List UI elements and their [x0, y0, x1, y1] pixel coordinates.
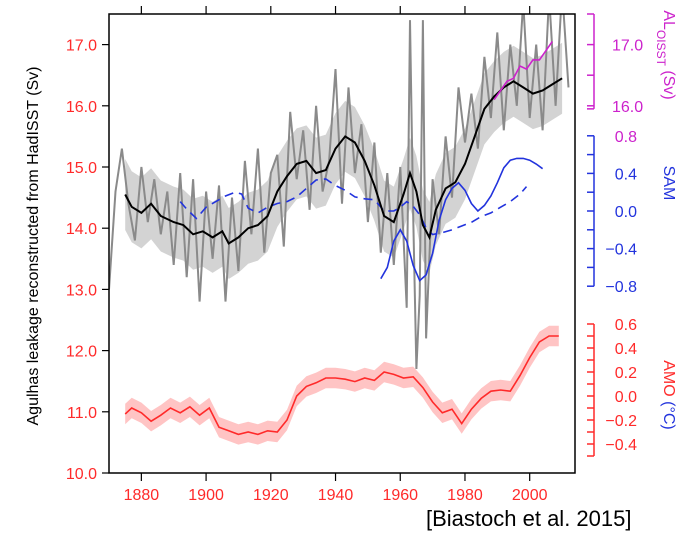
amo-title-unit: (°C)	[660, 397, 677, 430]
x-tick-label-1880: 1880	[124, 487, 160, 504]
y-left-tick-label-12.0: 12.0	[66, 344, 97, 361]
al-oisst-axis-title: ALOISST (Sv)	[654, 10, 677, 99]
y-left-tick-label-14.0: 14.0	[66, 221, 97, 238]
sam-tick-label-4: −0.8	[605, 279, 637, 296]
al-oisst-line	[493, 41, 553, 101]
x-tick-label-1920: 1920	[253, 487, 289, 504]
y-left-tick-label-10.0: 10.0	[66, 466, 97, 483]
amo-tick-label-4: −0.2	[605, 413, 637, 430]
amo-tick-label-3: 0.0	[615, 389, 637, 406]
sam-tick-label-2: 0.0	[615, 204, 637, 221]
sam-axis-title: SAM	[660, 166, 677, 201]
al-oisst-title-main: AL	[660, 10, 677, 30]
al-oisst-tick-label-0: 17.0	[612, 38, 643, 55]
al-oisst-title-sub: OISST	[654, 30, 668, 67]
citation: [Biastoch et al. 2015]	[426, 506, 632, 531]
agulhas-annual-line	[109, 14, 570, 370]
x-tick-label-1940: 1940	[318, 487, 354, 504]
x-tick-label-1960: 1960	[382, 487, 418, 504]
sam-tick-label-3: −0.4	[605, 242, 637, 259]
y-left-axis-title: Agulhas leakage reconstructed from HadIS…	[25, 67, 42, 426]
amo-tick-label-2: 0.2	[615, 365, 637, 382]
amo-uncertainty-band	[125, 325, 559, 445]
y-left-tick-label-16.0: 16.0	[66, 99, 97, 116]
y-left-tick-label-15.0: 15.0	[66, 160, 97, 177]
amo-line	[124, 335, 559, 436]
y-left-tick-label-11.0: 11.0	[67, 405, 97, 422]
x-tick-label-2000: 2000	[512, 487, 548, 504]
sam-line	[380, 157, 544, 282]
sam-tick-label-0: 0.8	[615, 129, 637, 146]
amo-tick-label-1: 0.4	[615, 341, 637, 358]
amo-title-main: AMO	[660, 360, 677, 396]
agulhas-smoothed-line	[124, 77, 563, 245]
al-oisst-title-unit: (Sv)	[660, 66, 677, 100]
y-left-tick-label-17.0: 17.0	[66, 38, 97, 55]
al-oisst-tick-label-1: 16.0	[612, 99, 643, 116]
amo-tick-label-0: 0.6	[615, 317, 637, 334]
plot-frame	[108, 13, 576, 474]
y-left-tick-label-13.0: 13.0	[66, 282, 97, 299]
sam-tick-label-1: 0.4	[615, 166, 637, 183]
x-tick-label-1900: 1900	[188, 487, 224, 504]
amo-axis-title: AMO (°C)	[660, 360, 677, 430]
amo-tick-label-5: −0.4	[605, 437, 637, 454]
x-tick-label-1980: 1980	[447, 487, 483, 504]
